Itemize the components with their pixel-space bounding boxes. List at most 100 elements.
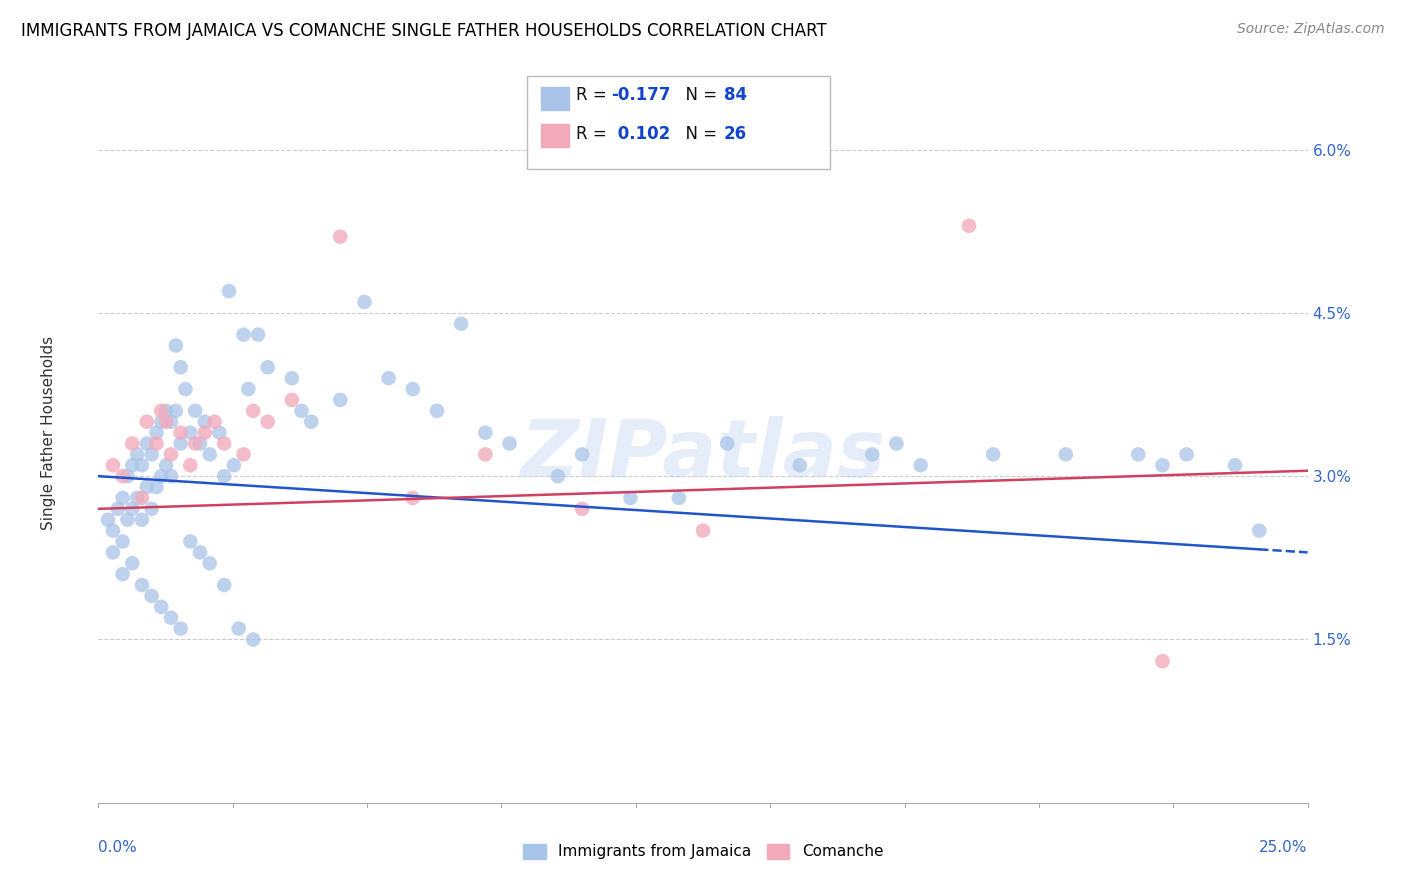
Text: 0.102: 0.102 [612, 125, 669, 143]
Legend: Immigrants from Jamaica, Comanche: Immigrants from Jamaica, Comanche [517, 838, 889, 865]
Point [194, 425, 217, 440]
Point [188, 545, 211, 559]
Point [1054, 447, 1077, 461]
Point [910, 458, 932, 473]
Text: N =: N = [675, 125, 723, 143]
Point [377, 371, 399, 385]
Point [1223, 458, 1246, 473]
Text: -0.177: -0.177 [612, 87, 671, 104]
Point [117, 513, 139, 527]
Point [160, 415, 183, 429]
Point [194, 415, 217, 429]
Point [101, 458, 124, 473]
Point [150, 415, 173, 429]
Point [127, 447, 149, 461]
Text: 84: 84 [724, 87, 747, 104]
Point [145, 425, 167, 440]
Text: R =: R = [576, 87, 613, 104]
Text: IMMIGRANTS FROM JAMAICA VS COMANCHE SINGLE FATHER HOUSEHOLDS CORRELATION CHART: IMMIGRANTS FROM JAMAICA VS COMANCHE SING… [21, 22, 827, 40]
Point [299, 415, 322, 429]
Point [1128, 447, 1150, 461]
Point [716, 436, 738, 450]
Point [208, 425, 231, 440]
Point [160, 469, 183, 483]
Point [174, 382, 197, 396]
Point [1249, 524, 1271, 538]
Point [121, 458, 143, 473]
Point [179, 458, 201, 473]
Point [571, 447, 593, 461]
Point [107, 501, 129, 516]
Point [329, 392, 352, 407]
Point [232, 447, 254, 461]
Point [886, 436, 908, 450]
Point [290, 404, 312, 418]
Point [111, 469, 134, 483]
Point [145, 436, 167, 450]
Text: 0.0%: 0.0% [98, 840, 138, 855]
Point [789, 458, 811, 473]
Text: R =: R = [576, 125, 613, 143]
Text: 26: 26 [724, 125, 747, 143]
Point [222, 458, 245, 473]
Point [160, 447, 183, 461]
Point [204, 415, 226, 429]
Point [247, 327, 270, 342]
Point [571, 501, 593, 516]
Point [212, 469, 235, 483]
Text: 25.0%: 25.0% [1260, 840, 1308, 855]
Point [1152, 654, 1174, 668]
Point [242, 404, 264, 418]
Point [547, 469, 569, 483]
Point [450, 317, 472, 331]
Point [155, 458, 177, 473]
Point [238, 382, 260, 396]
Point [692, 524, 714, 538]
Point [1152, 458, 1174, 473]
Point [131, 491, 153, 505]
Point [474, 447, 496, 461]
Point [117, 469, 139, 483]
Point [131, 458, 153, 473]
Point [188, 436, 211, 450]
Point [160, 610, 183, 624]
Point [169, 360, 191, 375]
Text: Source: ZipAtlas.com: Source: ZipAtlas.com [1237, 22, 1385, 37]
Point [101, 524, 124, 538]
Point [101, 545, 124, 559]
Point [131, 513, 153, 527]
Point [256, 360, 278, 375]
Point [141, 447, 163, 461]
Point [121, 556, 143, 570]
Point [957, 219, 980, 233]
Point [860, 447, 883, 461]
Point [135, 415, 157, 429]
Point [165, 338, 187, 352]
Point [121, 436, 143, 450]
Point [97, 513, 120, 527]
Point [402, 382, 425, 396]
Point [169, 425, 191, 440]
Point [127, 491, 149, 505]
Point [179, 534, 201, 549]
Point [150, 599, 173, 614]
Point [218, 284, 240, 298]
Point [981, 447, 1004, 461]
Point [179, 425, 201, 440]
Point [212, 578, 235, 592]
Point [198, 556, 221, 570]
Point [1175, 447, 1198, 461]
Point [619, 491, 641, 505]
Point [353, 295, 375, 310]
Point [150, 404, 173, 418]
Point [131, 578, 153, 592]
Point [135, 480, 157, 494]
Point [198, 447, 221, 461]
Point [169, 436, 191, 450]
Point [141, 501, 163, 516]
Text: Single Father Households: Single Father Households [41, 335, 56, 530]
Point [121, 501, 143, 516]
Point [281, 371, 304, 385]
Point [242, 632, 264, 647]
Text: N =: N = [675, 87, 723, 104]
